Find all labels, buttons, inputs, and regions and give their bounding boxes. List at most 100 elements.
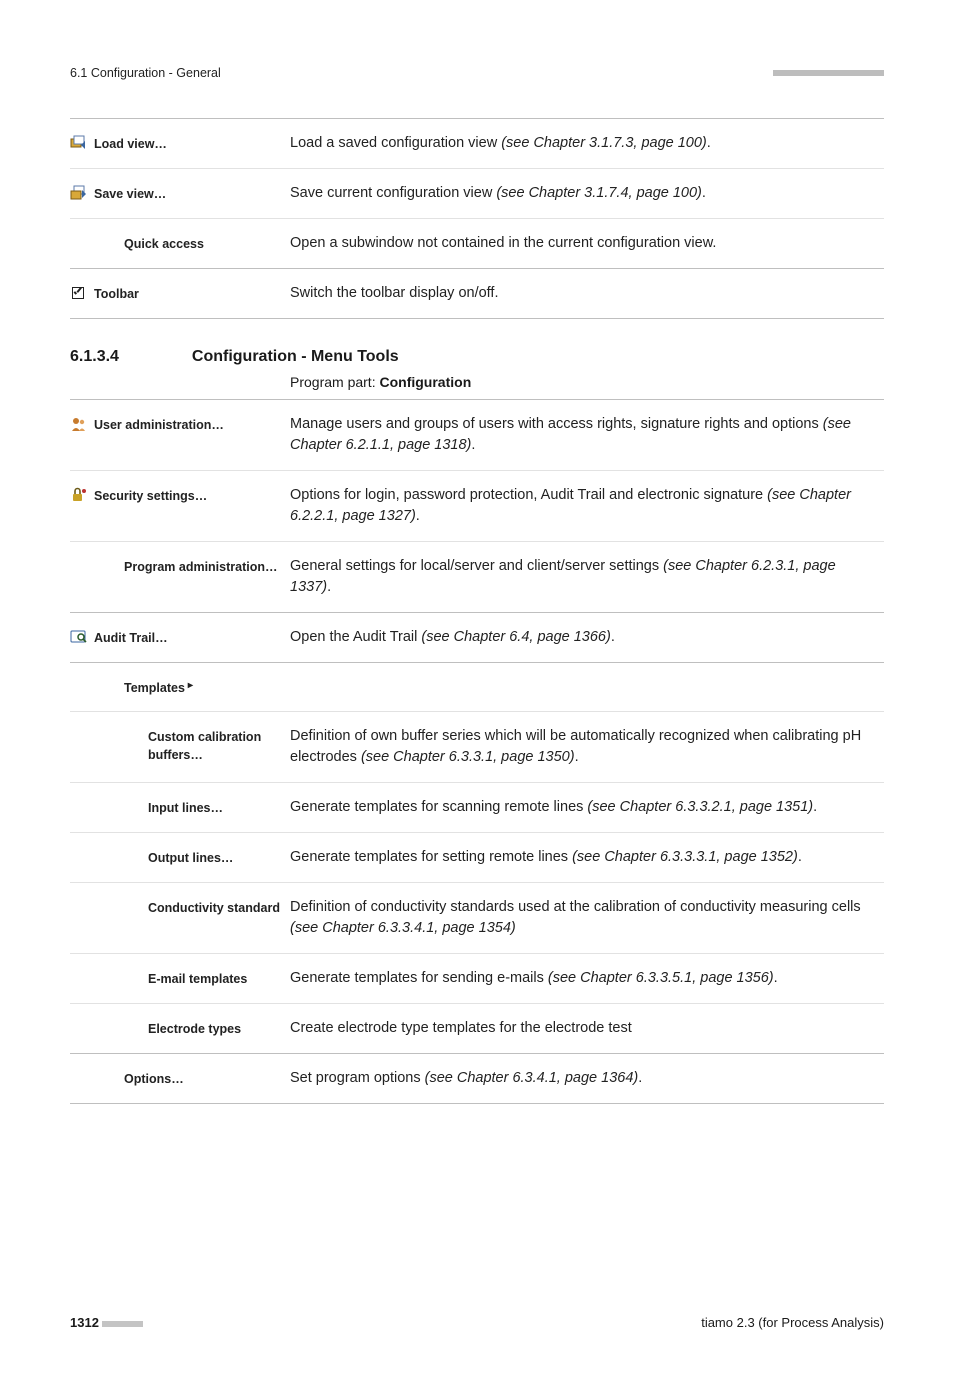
section-number: 6.1.3.4 [70,345,188,368]
desc-reference: (see Chapter 6.3.3.3.1, page 1352) [572,849,798,865]
menu-row: Electrode types Create electrode type tem… [70,1004,884,1054]
desc-text: Open a subwindow not contained in the cu… [290,235,716,251]
desc-text: Create electrode type templates for the … [290,1020,632,1036]
menu-row-label: Save view… [88,185,166,203]
submenu-triangle-icon: ▸ [185,679,193,694]
desc-suffix: . [813,799,817,815]
menu-row-label: Electrode types [142,1020,241,1038]
menu-row-description: Set program options (see Chapter 6.3.4.1… [290,1068,884,1089]
menu-row-label: Toolbar [88,285,139,303]
menu-row: Security settings… Options for login, pas… [70,471,884,542]
menu-row-description: Save current configuration view (see Cha… [290,183,884,204]
desc-text: Switch the toolbar display on/off. [290,285,499,301]
menu-row-description: General settings for local/server and cl… [290,556,884,598]
menu-row-label: Security settings… [88,487,207,505]
desc-reference: (see Chapter 3.1.7.3, page 100) [501,135,707,151]
program-part-prefix: Program part: [290,374,379,390]
desc-text: Manage users and groups of users with ac… [290,416,823,432]
menu-row-label: Conductivity standard [142,899,280,917]
desc-reference: (see Chapter 6.3.4.1, page 1364) [425,1070,639,1086]
menu-row-label-col: User administration… [70,414,290,434]
menu-row-description: Create electrode type templates for the … [290,1018,884,1039]
page-footer: 1312 tiamo 2.3 (for Process Analysis) [70,1314,884,1333]
desc-reference: (see Chapter 6.3.3.5.1, page 1356) [548,970,774,986]
menu-row-label: Audit Trail… [88,629,168,647]
page-header: 6.1 Configuration - General [70,64,884,82]
menu-row: E-mail templatesGenerate templates for s… [70,954,884,1004]
menu-row-label-col: Custom calibration buffers… [70,726,290,764]
desc-text: General settings for local/server and cl… [290,558,663,574]
program-part-value: Configuration [379,374,471,390]
menu-row-label-col: Program administration… [70,556,290,576]
desc-reference: (see Chapter 6.3.3.1, page 1350) [361,749,575,765]
desc-suffix: . [471,437,475,453]
menu-row-label-col: Electrode types [70,1018,290,1038]
footer-left: 1312 [70,1314,143,1333]
desc-reference: (see Chapter 6.4, page 1366) [421,629,610,645]
desc-suffix: . [611,629,615,645]
menu-row: Toolbar Switch the toolbar display on/off… [70,269,884,318]
decorative-square [878,70,884,76]
desc-suffix: . [416,508,420,524]
checkbox-icon [70,285,88,299]
desc-text: Options for login, password protection, … [290,487,767,503]
menu-row-label: Quick access [118,235,204,253]
menu-row-label: Options… [118,1070,184,1088]
menu-row-label-col: Toolbar [70,283,290,303]
menu-row-label-col: Output lines… [70,847,290,867]
menu-row-label-col: Input lines… [70,797,290,817]
menu-row-label: Output lines… [142,849,233,867]
menu-row: Options… Set program options (see Chapter… [70,1054,884,1103]
desc-text: Definition of conductivity standards use… [290,899,861,915]
menu-row-description: Generate templates for sending e-mails (… [290,968,884,989]
desc-text: Generate templates for scanning remote l… [290,799,587,815]
menu-row: Quick access Open a subwindow not contain… [70,219,884,269]
menu-row-label: Templates [118,679,185,697]
load-view-icon [70,135,88,151]
desc-suffix: . [798,849,802,865]
section-title: Configuration - Menu Tools [192,348,399,365]
desc-text: Open the Audit Trail [290,629,421,645]
menu-row-label-col: Security settings… [70,485,290,505]
menu-row-description: Manage users and groups of users with ac… [290,414,884,456]
header-section-path: 6.1 Configuration - General [70,64,221,82]
desc-text: Generate templates for sending e-mails [290,970,548,986]
tools-menu-block: User administration… Manage users and gro… [70,399,884,1104]
audit-trail-icon [70,629,88,645]
menu-row-label-col: Save view… [70,183,290,203]
menu-row: Save view… Save current configuration vie… [70,169,884,219]
desc-suffix: . [774,970,778,986]
menu-row-description: Generate templates for scanning remote l… [290,797,884,818]
view-menu-block: Load view…Load a saved configuration vie… [70,118,884,319]
menu-row: Custom calibration buffers…Definition of… [70,712,884,783]
menu-row-label: Custom calibration buffers… [142,728,290,764]
menu-row: Program administration… General settings … [70,542,884,613]
menu-row: Templates▸ [70,663,884,712]
save-view-icon [70,185,88,201]
desc-suffix: . [638,1070,642,1086]
menu-row-description: Open a subwindow not contained in the cu… [290,233,884,254]
desc-text: Set program options [290,1070,425,1086]
menu-row-label: Program administration… [118,558,278,576]
menu-row: Input lines… Generate templates for scann… [70,783,884,833]
menu-row-label-col: Options… [70,1068,290,1088]
desc-reference: (see Chapter 6.3.3.2.1, page 1351) [587,799,813,815]
menu-row-label: Input lines… [142,799,223,817]
menu-row-description: Open the Audit Trail (see Chapter 6.4, p… [290,627,884,648]
user-admin-icon [70,416,88,432]
menu-row-label-col: Load view… [70,133,290,153]
menu-row-description: Switch the toolbar display on/off. [290,283,884,304]
footer-pattern [103,1315,143,1330]
header-pattern [774,64,884,81]
menu-row-description: Definition of own buffer series which wi… [290,726,884,768]
menu-row-label-col: Templates▸ [70,677,290,697]
menu-row-description: Definition of conductivity standards use… [290,897,884,939]
desc-text: Generate templates for setting remote li… [290,849,572,865]
menu-row-label: User administration… [88,416,224,434]
desc-reference: (see Chapter 6.3.3.4.1, page 1354) [290,920,516,936]
program-part-line: Program part: Configuration [290,372,884,392]
decorative-square [137,1321,143,1327]
menu-row-label-col: Audit Trail… [70,627,290,647]
desc-suffix: . [707,135,711,151]
menu-row: Output lines… Generate templates for sett… [70,833,884,883]
